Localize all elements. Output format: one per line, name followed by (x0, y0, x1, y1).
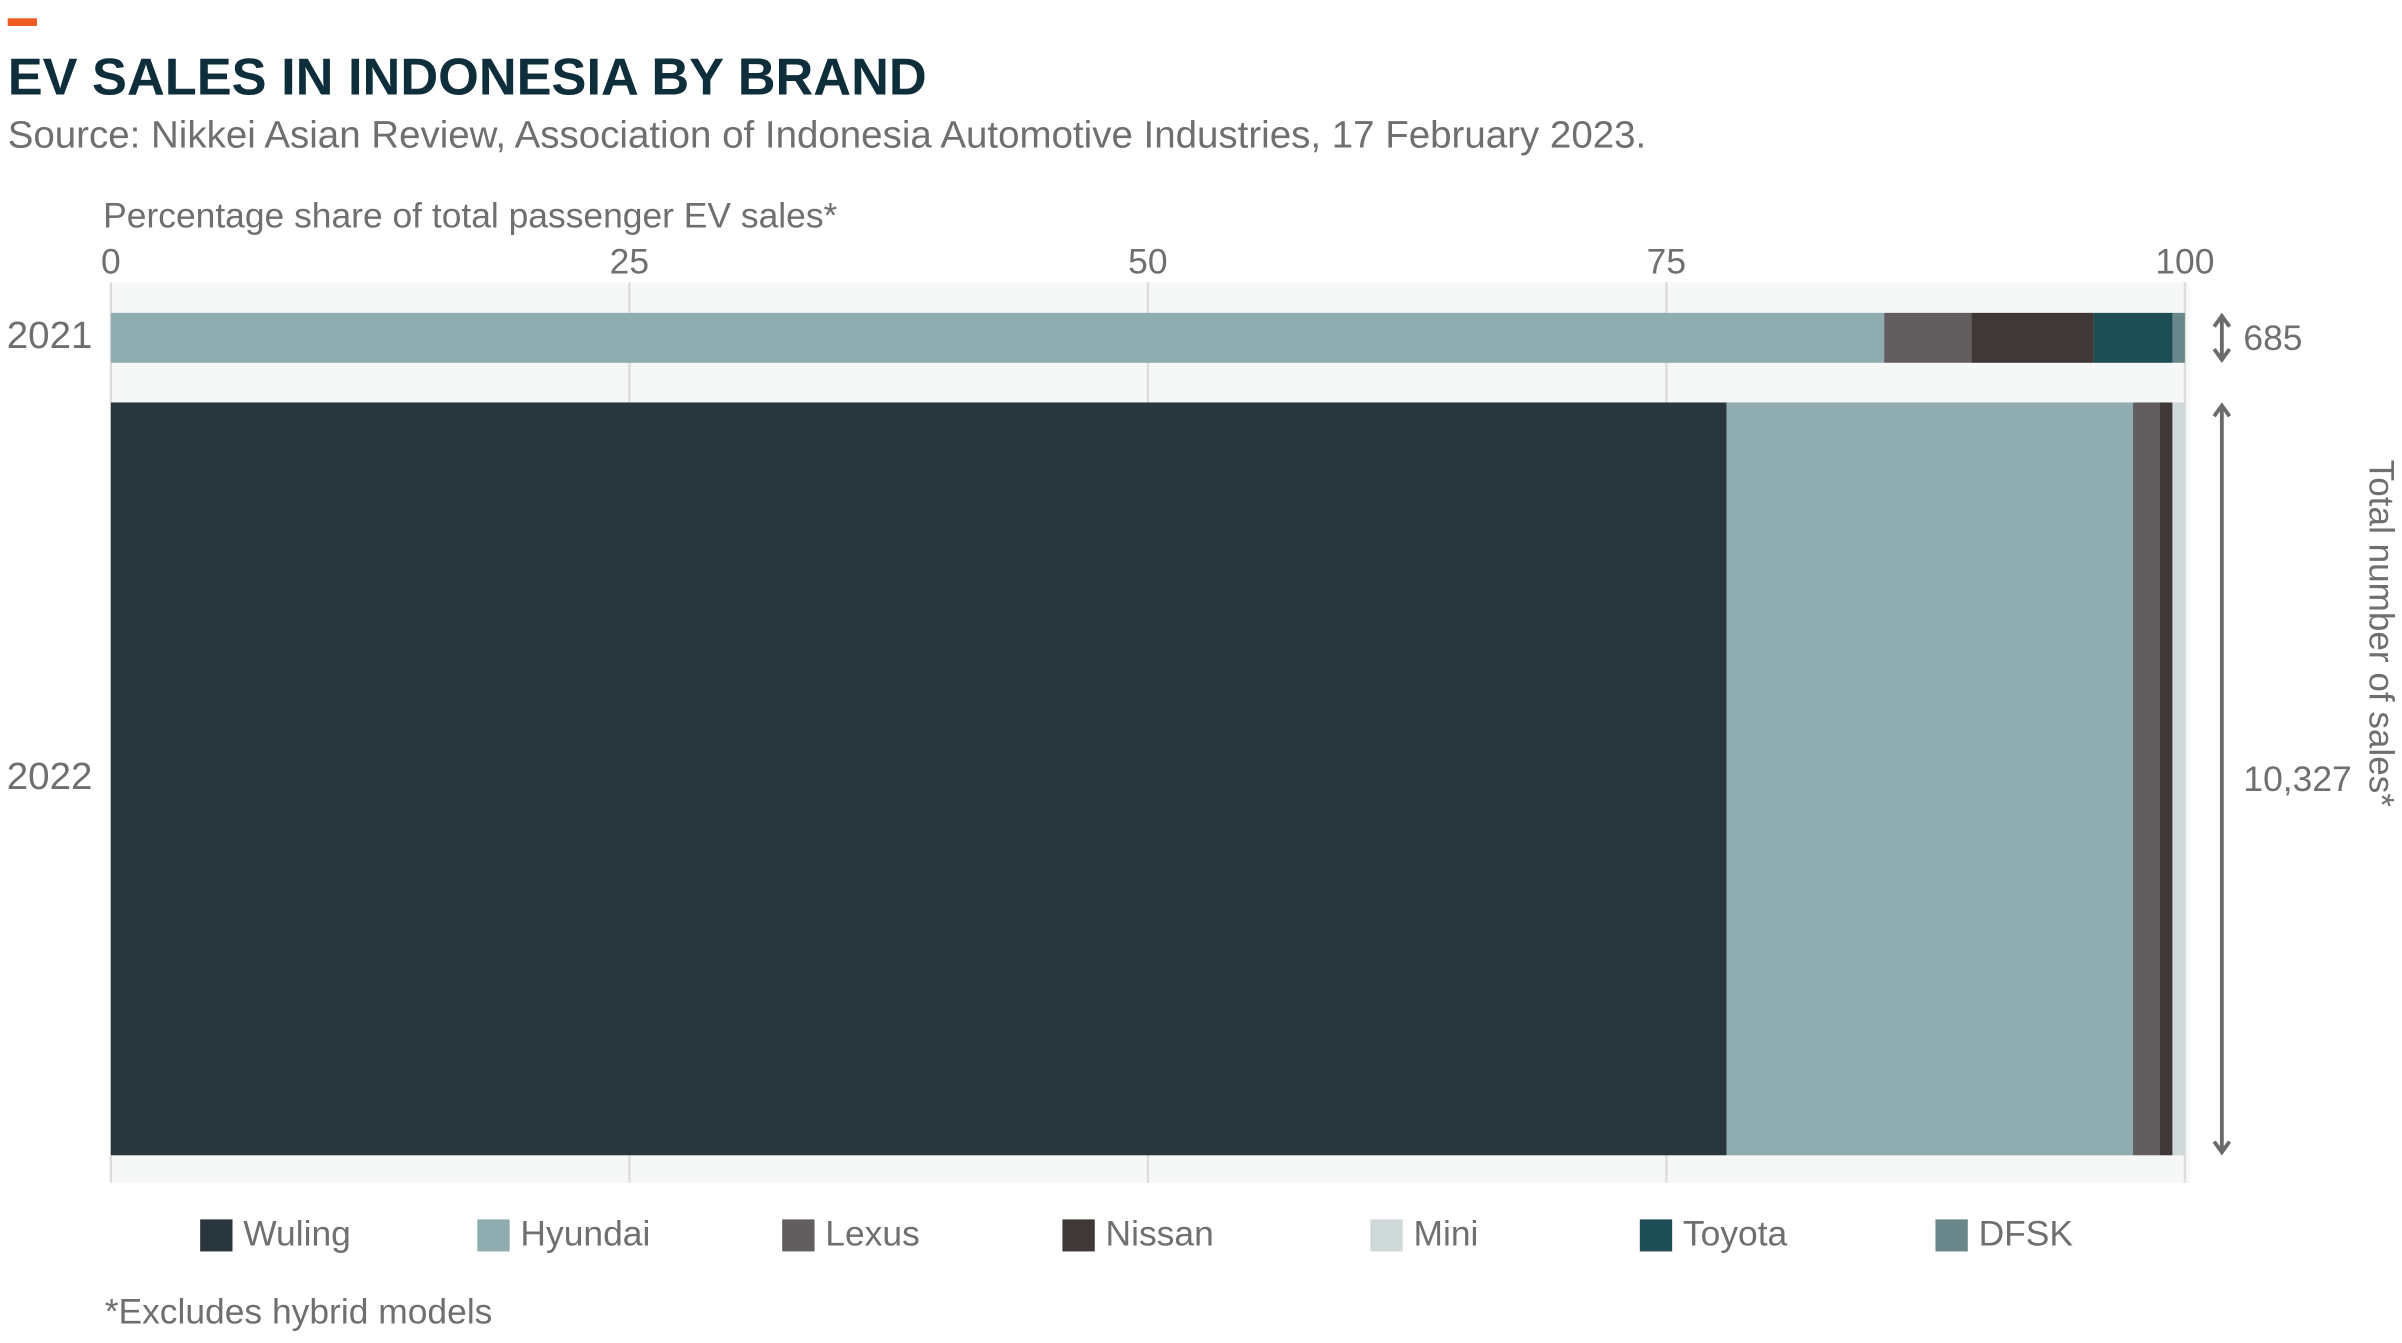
bar-segment (110, 312, 1885, 363)
bar-segment (2160, 402, 2173, 1156)
legend-swatch (1935, 1219, 1968, 1252)
legend-label: Hyundai (520, 1215, 650, 1254)
y2-axis-title: Total number of sales* (2362, 460, 2401, 807)
x-tick-label: 75 (1647, 242, 1686, 281)
x-tick-label: 0 (101, 242, 121, 281)
x-tick-label: 50 (1128, 242, 1167, 281)
total-label: 10,327 (2243, 760, 2351, 799)
legend-swatch (782, 1219, 815, 1252)
x-axis-title: Percentage share of total passenger EV s… (103, 197, 837, 236)
legend-label: Toyota (1683, 1215, 1788, 1254)
bar-segment (2133, 402, 2161, 1156)
accent (7, 18, 37, 26)
arrow-head (2212, 312, 2232, 364)
bar-segment (1884, 312, 1972, 363)
x-tick-label: 25 (610, 242, 649, 281)
legend-swatch (477, 1219, 510, 1252)
legend-label: Nissan (1106, 1215, 1214, 1254)
y-tick-label: 2022 (7, 755, 93, 798)
legend-label: DFSK (1979, 1215, 2074, 1254)
legend-swatch (200, 1219, 233, 1252)
chart-subtitle: Source: Nikkei Asian Review, Association… (8, 114, 1647, 157)
legend-label: Lexus (825, 1215, 919, 1254)
chart-title: EV SALES IN INDONESIA BY BRAND (8, 49, 927, 107)
legend-swatch (1639, 1219, 1673, 1252)
total-label: 685 (2243, 319, 2302, 358)
legend-swatch (1370, 1219, 1403, 1252)
legend-label: Wuling (243, 1215, 351, 1254)
footnote: *Excludes hybrid models (105, 1292, 493, 1331)
x-tick-label: 100 (2155, 242, 2214, 281)
y-tick-label: 2021 (7, 314, 93, 357)
arrow-head (2212, 402, 2232, 1156)
bar-segment (1971, 312, 2094, 363)
bar-segment (2093, 312, 2173, 363)
legend-swatch (1062, 1219, 1095, 1252)
bar-segment (2172, 402, 2185, 1156)
legend-label: Mini (1413, 1215, 1478, 1254)
bar-segment (1726, 402, 2134, 1156)
bar-segment (110, 402, 1727, 1156)
bar-segment (2172, 312, 2185, 363)
